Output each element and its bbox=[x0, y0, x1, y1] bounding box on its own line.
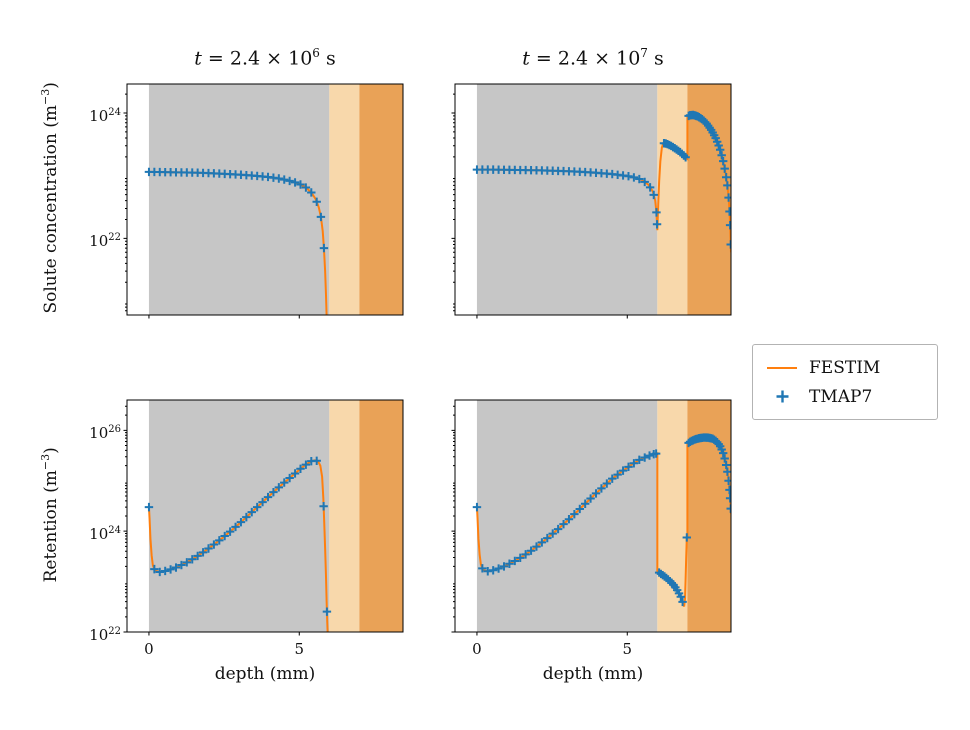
ylabel-exponent: −3 bbox=[39, 453, 53, 471]
legend-label-festim: FESTIM bbox=[809, 357, 881, 378]
material-region bbox=[476, 400, 658, 632]
material-region bbox=[329, 84, 360, 315]
material-region bbox=[148, 400, 330, 632]
x-tick-label: 5 bbox=[294, 640, 305, 658]
material-region bbox=[359, 84, 403, 315]
festim-swatch-box bbox=[767, 366, 797, 369]
y-tick-label: 1022 bbox=[89, 232, 121, 251]
ylabel-retention: Retention (m−3) bbox=[39, 365, 61, 665]
axis-ticks bbox=[451, 405, 628, 636]
axes-frame bbox=[126, 83, 404, 316]
y-tick-label: 1026 bbox=[89, 424, 121, 443]
x-tick-label: 5 bbox=[622, 640, 633, 658]
subplot-title-t2: t = 2.4 × 107 s bbox=[455, 46, 731, 69]
tmap7-markers bbox=[472, 433, 731, 607]
material-region bbox=[148, 84, 330, 315]
material-region bbox=[329, 400, 360, 632]
subplot-title-t1: t = 2.4 × 106 s bbox=[127, 46, 403, 69]
tmap7-swatch-box bbox=[767, 389, 797, 404]
x-tick-label: 0 bbox=[472, 640, 482, 658]
axis-ticks bbox=[123, 93, 300, 319]
tmap7-markers bbox=[472, 110, 731, 249]
xlabel-right: depth (mm) bbox=[542, 664, 644, 684]
material-region bbox=[657, 84, 688, 315]
subplot-solute-t2 bbox=[451, 83, 732, 319]
ylabel-solute-concentration: Solute concentration (m−3) bbox=[39, 48, 61, 348]
material-region bbox=[476, 84, 658, 315]
title-exponent: 7 bbox=[640, 46, 648, 60]
ylabel-close: ) bbox=[40, 82, 61, 89]
y-tick-label: 1024 bbox=[89, 106, 121, 125]
y-tick-label: 1022 bbox=[89, 626, 121, 644]
title-body: = 2.4 × 10 bbox=[529, 47, 641, 70]
y-tick-label: 1024 bbox=[89, 525, 121, 544]
x-tick-label: 0 bbox=[144, 640, 154, 658]
festim-line-swatch bbox=[767, 366, 797, 369]
legend: FESTIM TMAP7 bbox=[752, 344, 938, 420]
legend-entry-festim: FESTIM bbox=[767, 358, 923, 378]
axes-frame bbox=[454, 83, 732, 316]
legend-entry-tmap7: TMAP7 bbox=[767, 387, 923, 407]
title-unit: s bbox=[647, 47, 664, 70]
xlabel-left: depth (mm) bbox=[214, 664, 316, 684]
title-variable: t bbox=[194, 47, 202, 70]
tmap7-markers bbox=[144, 456, 332, 616]
title-unit: s bbox=[319, 47, 336, 70]
tmap7-markers bbox=[144, 167, 329, 253]
ylabel-exponent: −3 bbox=[39, 88, 53, 106]
subplot-solute-t1 bbox=[123, 83, 404, 319]
axis-ticks bbox=[451, 93, 628, 319]
ylabel-text: Solute concentration (m bbox=[40, 105, 61, 314]
legend-label-tmap7: TMAP7 bbox=[809, 386, 873, 407]
title-variable: t bbox=[522, 47, 530, 70]
title-exponent: 6 bbox=[312, 46, 320, 60]
subplot-retention-t2 bbox=[451, 399, 732, 636]
axis-ticks bbox=[123, 405, 300, 636]
material-region bbox=[359, 400, 403, 632]
tmap7-plus-icon bbox=[776, 390, 788, 403]
ylabel-text: Retention (m bbox=[40, 470, 61, 583]
ylabel-close: ) bbox=[40, 447, 61, 454]
title-body: = 2.4 × 10 bbox=[201, 47, 313, 70]
subplot-retention-t1 bbox=[123, 399, 404, 636]
